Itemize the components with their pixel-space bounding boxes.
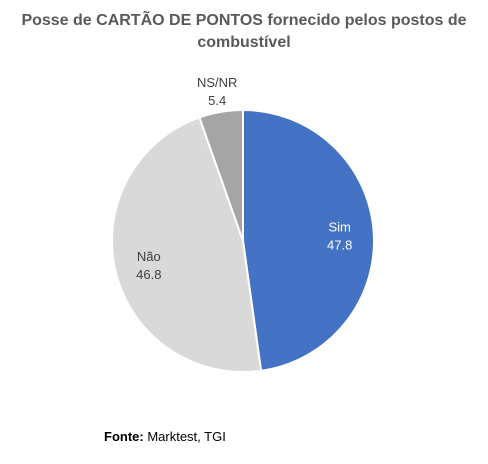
slice-value-n-o: 46.8	[136, 267, 161, 282]
source-text: Marktest, TGI	[143, 429, 226, 444]
chart-source: Fonte: Marktest, TGI	[104, 429, 226, 444]
pie-slice-n-o	[111, 116, 263, 373]
chart-title-line-1: Posse de CARTÃO DE PONTOS fornecido pelo…	[21, 12, 467, 29]
chart-title: Posse de CARTÃO DE PONTOS fornecido pelo…	[0, 10, 488, 54]
slice-label-n-o: Não	[137, 249, 161, 264]
slice-value-sim: 47.8	[327, 237, 352, 252]
slice-label-ns-nr: NS/NR	[197, 75, 237, 90]
slice-value-ns-nr: 5.4	[208, 93, 226, 108]
chart-title-line-2: combustível	[197, 34, 291, 51]
pie-slice-sim	[242, 109, 375, 372]
source-label: Fonte:	[104, 429, 144, 444]
slice-label-sim: Sim	[329, 219, 351, 234]
pie-slice-ns-nr	[198, 109, 244, 242]
